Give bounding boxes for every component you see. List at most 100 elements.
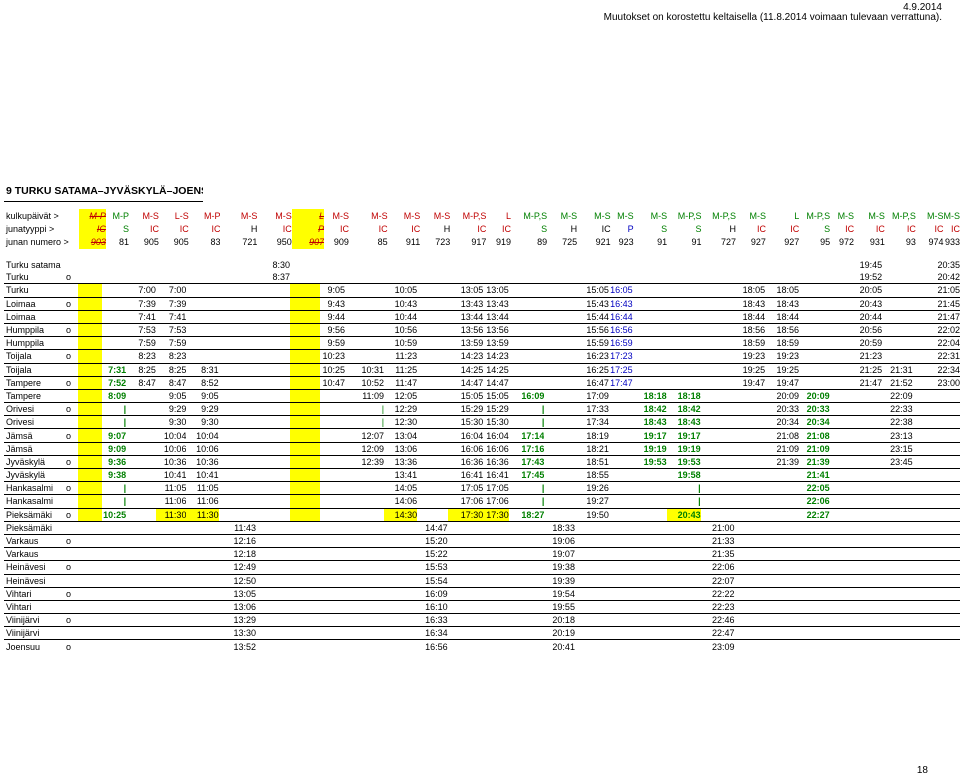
time-cell [186, 296, 219, 311]
time-cell [186, 520, 219, 535]
time-cell [544, 428, 575, 443]
train-info-cell: IC [502, 223, 511, 234]
time-cell: 13:36 [384, 454, 418, 469]
time-cell: 15:05 [574, 283, 609, 298]
time-cell [319, 547, 346, 561]
time-cell [734, 388, 766, 403]
time-cell [574, 613, 609, 627]
time-cell [447, 533, 484, 548]
time-cell [666, 362, 701, 377]
time-cell [290, 402, 320, 416]
time-cell [77, 573, 103, 588]
time-cell: 22:34 [937, 362, 960, 377]
time-cell: 7:52 [102, 375, 127, 390]
time-cell [508, 336, 545, 350]
time-cell [799, 547, 830, 561]
time-cell [608, 507, 633, 522]
time-cell [256, 375, 290, 390]
time-cell [882, 639, 913, 653]
time-cell: 21:41 [799, 467, 830, 482]
time-cell: 15:05 [447, 388, 484, 403]
time-cell [417, 296, 448, 311]
time-cell [912, 349, 938, 363]
time-cell [290, 296, 320, 311]
time-cell [290, 309, 320, 324]
time-cell [765, 639, 800, 653]
arrival-mark [66, 494, 78, 509]
time-cell [77, 296, 103, 311]
time-cell [447, 560, 484, 574]
time-cell [850, 494, 883, 509]
time-cell [319, 613, 346, 627]
time-cell: 13:44 [447, 309, 484, 324]
time-cell: 22:09 [882, 388, 913, 403]
time-cell: 19:53 [666, 454, 701, 469]
time-cell: 16:09 [417, 586, 448, 601]
time-cell: 18:43 [734, 296, 766, 311]
time-cell: 10:23 [319, 349, 346, 363]
time-cell [77, 533, 103, 548]
time-cell: 17:45 [508, 467, 545, 482]
time-cell [102, 560, 127, 574]
time-cell [319, 415, 346, 429]
station-row: Toijala o 8:23 8:23 10:23 11:23 14:23 14:23 16:2… [4, 349, 960, 363]
arrival-mark [66, 599, 78, 614]
time-cell [850, 639, 883, 653]
time-cell [765, 533, 800, 548]
time-cell [700, 441, 735, 456]
station-row: Vihtari o 13:05 16:09 19:54 22:22 [4, 586, 960, 601]
time-cell [290, 481, 320, 495]
time-cell: 11:09 [345, 388, 385, 403]
time-cell [219, 259, 256, 271]
time-cell [608, 402, 633, 416]
time-cell [384, 520, 418, 535]
station-name: Turku [6, 272, 29, 283]
time-cell [509, 271, 545, 284]
time-cell [937, 520, 960, 535]
time-cell [700, 428, 735, 443]
time-cell: 14:47 [483, 375, 509, 390]
time-cell [319, 560, 346, 574]
arrival-mark: o [66, 507, 78, 522]
time-cell: 20:18 [544, 613, 575, 627]
station-row: Viinijärvi o 13:29 16:33 20:18 22:46 [4, 613, 960, 627]
time-cell [256, 388, 290, 403]
time-cell [574, 626, 609, 640]
time-cell [290, 520, 320, 535]
station-row: Turku satama 8:30 19:45 20:35 [4, 259, 960, 271]
time-cell [850, 599, 883, 614]
time-cell [850, 613, 883, 627]
time-cell [290, 599, 320, 614]
time-cell [78, 259, 103, 271]
train-info-cell: 91 [691, 237, 702, 247]
time-cell: 19:55 [544, 599, 575, 614]
time-cell [77, 639, 103, 653]
time-cell [882, 613, 913, 627]
time-cell [77, 415, 103, 429]
time-cell [218, 388, 256, 403]
time-cell [937, 560, 960, 574]
time-cell [218, 454, 256, 469]
time-cell [219, 271, 256, 284]
time-cell: 7:00 [126, 283, 156, 298]
time-cell: 10:41 [155, 467, 187, 482]
time-cell [126, 271, 156, 284]
time-cell: 19:23 [734, 349, 766, 363]
time-cell [290, 533, 320, 548]
time-cell: 13:05 [483, 283, 509, 298]
train-info-cell: H [443, 223, 451, 234]
time-cell: | [508, 494, 545, 509]
time-cell [345, 481, 385, 495]
time-cell [256, 586, 290, 601]
station-name: Heinävesi [4, 560, 67, 574]
time-cell [345, 336, 385, 350]
time-cell [102, 296, 127, 311]
time-cell [666, 322, 701, 337]
time-cell [667, 259, 701, 271]
time-cell [799, 639, 830, 653]
time-cell [186, 259, 218, 271]
time-cell [799, 375, 830, 390]
time-cell [574, 560, 609, 574]
time-cell [256, 428, 290, 443]
time-cell [544, 375, 575, 390]
